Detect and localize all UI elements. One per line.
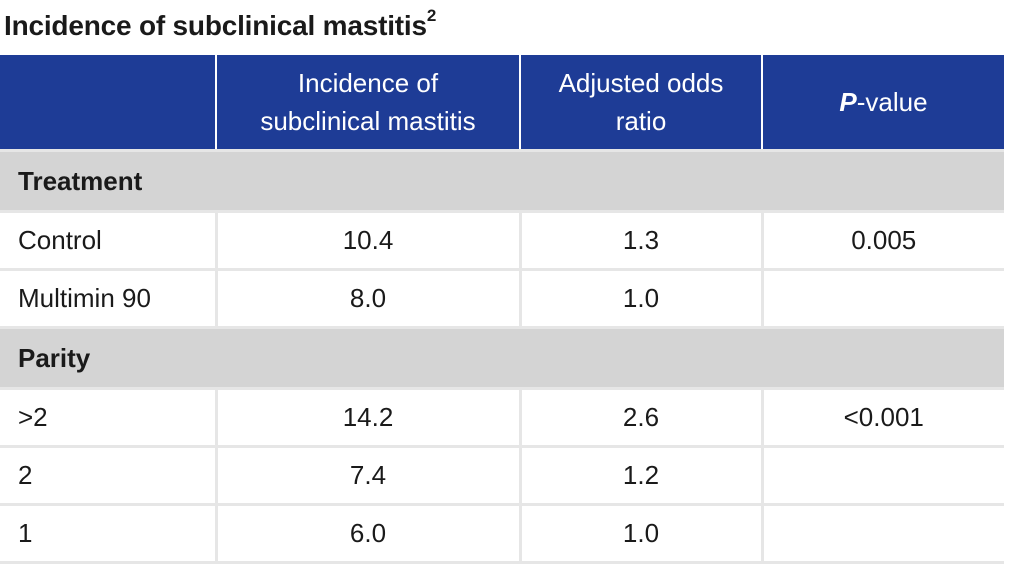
incidence-cell: 6.0 <box>214 503 520 564</box>
header-incidence-line2: subclinical mastitis <box>260 106 476 136</box>
header-cell-incidence: Incidence of subclinical mastitis <box>215 55 520 151</box>
odds-ratio-cell: 2.6 <box>518 387 762 447</box>
table-title-text: Incidence of subclinical mastitis <box>4 10 427 41</box>
header-p-rest: -value <box>856 87 928 117</box>
mastitis-table: Incidence of subclinical mastitis Adjust… <box>0 55 1004 564</box>
odds-ratio-cell: 1.0 <box>518 503 762 564</box>
table-row: Control 10.4 1.3 0.005 <box>0 210 1004 270</box>
group-row-parity: Parity <box>0 326 1004 389</box>
row-label: 2 <box>0 445 216 505</box>
title-footnote-marker: 2 <box>426 6 437 25</box>
incidence-cell: 7.4 <box>214 445 520 505</box>
p-value-cell: 0.005 <box>760 210 1004 270</box>
table-row: >2 14.2 2.6 <0.001 <box>0 387 1004 447</box>
row-label: Multimin 90 <box>0 268 216 328</box>
p-value-cell <box>760 445 1004 505</box>
header-p-italic: P <box>839 87 857 117</box>
table-row: 1 6.0 1.0 <box>0 503 1004 564</box>
header-incidence-line1: Incidence of <box>297 68 439 98</box>
group-label: Parity <box>0 326 1004 389</box>
header-cell-blank <box>0 55 216 151</box>
header-row: Incidence of subclinical mastitis Adjust… <box>0 55 1004 151</box>
row-label: Control <box>0 210 216 270</box>
table-row: 2 7.4 1.2 <box>0 445 1004 505</box>
table-row: Multimin 90 8.0 1.0 <box>0 268 1004 328</box>
row-label: >2 <box>0 387 216 447</box>
group-label: Treatment <box>0 149 1004 212</box>
odds-ratio-cell: 1.0 <box>518 268 762 328</box>
incidence-cell: 14.2 <box>214 387 520 447</box>
incidence-cell: 8.0 <box>214 268 520 328</box>
table-title: Incidence of subclinical mastitis2 <box>4 6 436 42</box>
p-value-cell: <0.001 <box>760 387 1004 447</box>
row-label: 1 <box>0 503 216 564</box>
incidence-cell: 10.4 <box>214 210 520 270</box>
group-row-treatment: Treatment <box>0 149 1004 212</box>
odds-ratio-cell: 1.2 <box>518 445 762 505</box>
header-odds-line1: Adjusted odds <box>558 68 724 98</box>
p-value-cell <box>760 268 1004 328</box>
header-cell-p-value: P-value <box>761 55 1004 151</box>
p-value-cell <box>760 503 1004 564</box>
odds-ratio-cell: 1.3 <box>518 210 762 270</box>
header-odds-line2: ratio <box>615 106 667 136</box>
header-cell-odds-ratio: Adjusted odds ratio <box>519 55 762 151</box>
